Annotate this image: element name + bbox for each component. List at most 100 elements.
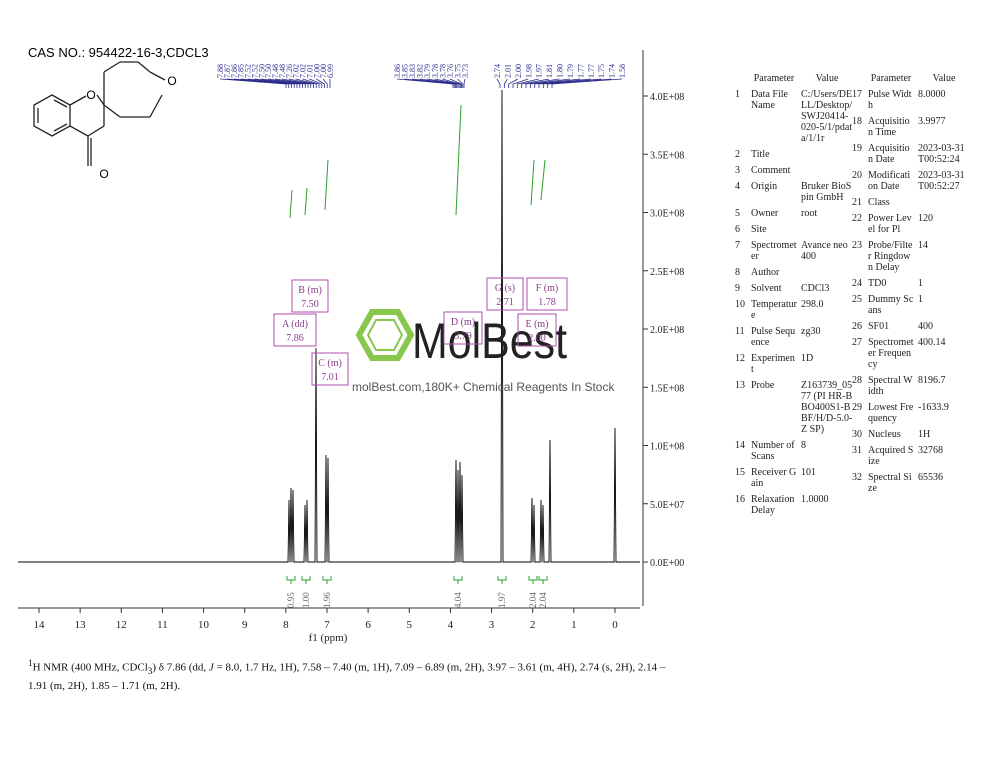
multiplet-name: F (m) bbox=[536, 283, 559, 294]
peak-label: 3.83 bbox=[408, 64, 417, 78]
peak-label: 7.00 bbox=[312, 64, 321, 78]
peak-connector bbox=[551, 78, 623, 88]
peak-label: 3.82 bbox=[416, 64, 425, 78]
peak-connector bbox=[512, 78, 529, 88]
peak-label: 2.01 bbox=[503, 64, 512, 78]
parameter-name: TD0 bbox=[868, 278, 887, 289]
x-tick-label: 13 bbox=[75, 619, 87, 631]
multiplet-box bbox=[291, 279, 329, 313]
multiplet-shift: 7.01 bbox=[321, 372, 339, 383]
parameter-row: 13 Probe Z163739_0577 (PI HR-BBO400S1-BBF/… bbox=[735, 380, 853, 435]
multiplet-name: E (m) bbox=[525, 319, 548, 330]
watermark bbox=[355, 309, 415, 361]
x-tick-label: 9 bbox=[242, 619, 248, 631]
nmr-description: 1H NMR (400 MHz, CDCl3) δ 7.86 (dd, J = … bbox=[28, 656, 668, 694]
peak-label: 1.58 bbox=[618, 64, 627, 78]
parameter-number: 8 bbox=[735, 267, 740, 278]
y-tick-label: 1.0E+08 bbox=[650, 442, 684, 453]
peak-label: 7.88 bbox=[216, 64, 225, 78]
peak-label: 7.48 bbox=[278, 64, 287, 78]
parameter-column: Parameter Value 1 Data File Name C:/Users/DE… bbox=[735, 73, 853, 521]
x-tick-label: 11 bbox=[157, 619, 168, 631]
parameter-row: 4 Origin Bruker BioSpin GmbH bbox=[735, 181, 853, 203]
parameter-value: 400 bbox=[918, 321, 933, 332]
integral-bracket bbox=[528, 576, 538, 584]
peak-label: 1.74 bbox=[608, 64, 617, 78]
peak-label: 1.75 bbox=[597, 64, 606, 78]
parameter-name: Spectral Size bbox=[868, 472, 912, 494]
peak-connector bbox=[538, 78, 591, 88]
parameter-value: 2023-03-31T00:52:27 bbox=[918, 170, 965, 192]
peak-label: 7.86 bbox=[230, 64, 239, 78]
parameter-name: Spectrometer bbox=[751, 240, 797, 262]
multiplet-name: D (m) bbox=[451, 317, 475, 328]
peak-label: 7.48 bbox=[271, 64, 280, 78]
peak-label: 7.52 bbox=[244, 64, 253, 78]
parameter-value: 2023-03-31T00:52:24 bbox=[918, 143, 965, 165]
multiplet-shift: 7.86 bbox=[286, 333, 304, 344]
parameter-name: Owner bbox=[751, 208, 779, 219]
parameter-value bbox=[801, 165, 853, 176]
peak-label: 7.50 bbox=[264, 64, 273, 78]
peak-label: 7.87 bbox=[223, 64, 232, 78]
multiplet-box bbox=[526, 277, 568, 311]
x-tick-label: 3 bbox=[489, 619, 495, 631]
integral-label: 1.97 bbox=[497, 592, 507, 608]
parameter-row: 15 Receiver Gain 101 bbox=[735, 467, 853, 489]
peak-label: 7.01 bbox=[305, 64, 314, 78]
parameter-row: 26 SF01 400 bbox=[852, 321, 970, 332]
atom-label: O bbox=[167, 74, 176, 88]
parameter-number: 27 bbox=[852, 337, 862, 348]
x-tick-label: 4 bbox=[448, 619, 454, 631]
integral-label: 0.95 bbox=[286, 592, 296, 608]
parameter-value: 1H bbox=[918, 429, 931, 440]
cas-title: CAS NO.: 954422-16-3,CDCL3 bbox=[28, 45, 209, 60]
parameter-name: Nucleus bbox=[868, 429, 901, 440]
parameter-name: Power Level for Pl bbox=[868, 213, 912, 235]
integral-bracket bbox=[322, 576, 332, 584]
parameter-row: 6 Site bbox=[735, 224, 853, 235]
parameter-name: Probe/Filter Ringdown Delay bbox=[868, 240, 913, 273]
peak-label: 1.98 bbox=[524, 64, 533, 78]
parameter-number: 30 bbox=[852, 429, 862, 440]
parameter-value: 1 bbox=[918, 278, 923, 289]
parameter-value: 1 bbox=[918, 294, 923, 305]
parameter-value: -1633.9 bbox=[918, 402, 949, 413]
parameter-number: 31 bbox=[852, 445, 862, 456]
y-tick-label: 3.0E+08 bbox=[650, 209, 684, 220]
parameter-value: 1.0000 bbox=[801, 494, 829, 505]
footer-part: 1 bbox=[28, 658, 33, 668]
peak-label: 1.97 bbox=[535, 64, 544, 78]
parameter-value: zg30 bbox=[801, 326, 821, 337]
parameter-value bbox=[801, 149, 853, 160]
peak-label: 7.02 bbox=[292, 64, 301, 78]
integral-bracket bbox=[301, 576, 311, 584]
peak-label: 3.78 bbox=[438, 64, 447, 78]
parameter-value bbox=[801, 224, 853, 235]
parameter-row: 30 Nucleus 1H bbox=[852, 429, 970, 440]
parameter-row: 19 Acquisition Date 2023-03-31T00:52:24 bbox=[852, 143, 970, 165]
parameter-name: Number of Scans bbox=[751, 440, 795, 462]
parameter-column: Parameter Value 17 Pulse Width 8.0000 18 Acqui… bbox=[852, 73, 970, 499]
parameter-name: Pulse Width bbox=[868, 89, 912, 111]
parameter-row: 18 Acquisition Time 3.9977 bbox=[852, 116, 970, 138]
parameter-header: Parameter Value bbox=[735, 73, 853, 84]
x-tick-label: 8 bbox=[283, 619, 289, 631]
parameter-row: 22 Power Level for Pl 120 bbox=[852, 213, 970, 235]
integral-bracket bbox=[453, 576, 463, 584]
peak-label: 6.99 bbox=[326, 64, 335, 78]
parameter-number: 21 bbox=[852, 197, 862, 208]
parameter-name: Comment bbox=[751, 165, 791, 176]
parameter-number: 19 bbox=[852, 143, 862, 154]
y-tick-label: 3.5E+08 bbox=[650, 150, 684, 161]
multiplet-box bbox=[273, 313, 317, 347]
parameter-row: 17 Pulse Width 8.0000 bbox=[852, 89, 970, 111]
parameter-number: 26 bbox=[852, 321, 862, 332]
parameter-name: Lowest Frequency bbox=[868, 402, 914, 424]
header-spacer bbox=[852, 73, 868, 84]
parameter-name: Solvent bbox=[751, 283, 782, 294]
parameter-number: 15 bbox=[735, 467, 745, 478]
parameter-value: 120 bbox=[918, 213, 933, 224]
parameter-value bbox=[801, 267, 853, 278]
integral-label: 2.04 bbox=[528, 592, 538, 608]
